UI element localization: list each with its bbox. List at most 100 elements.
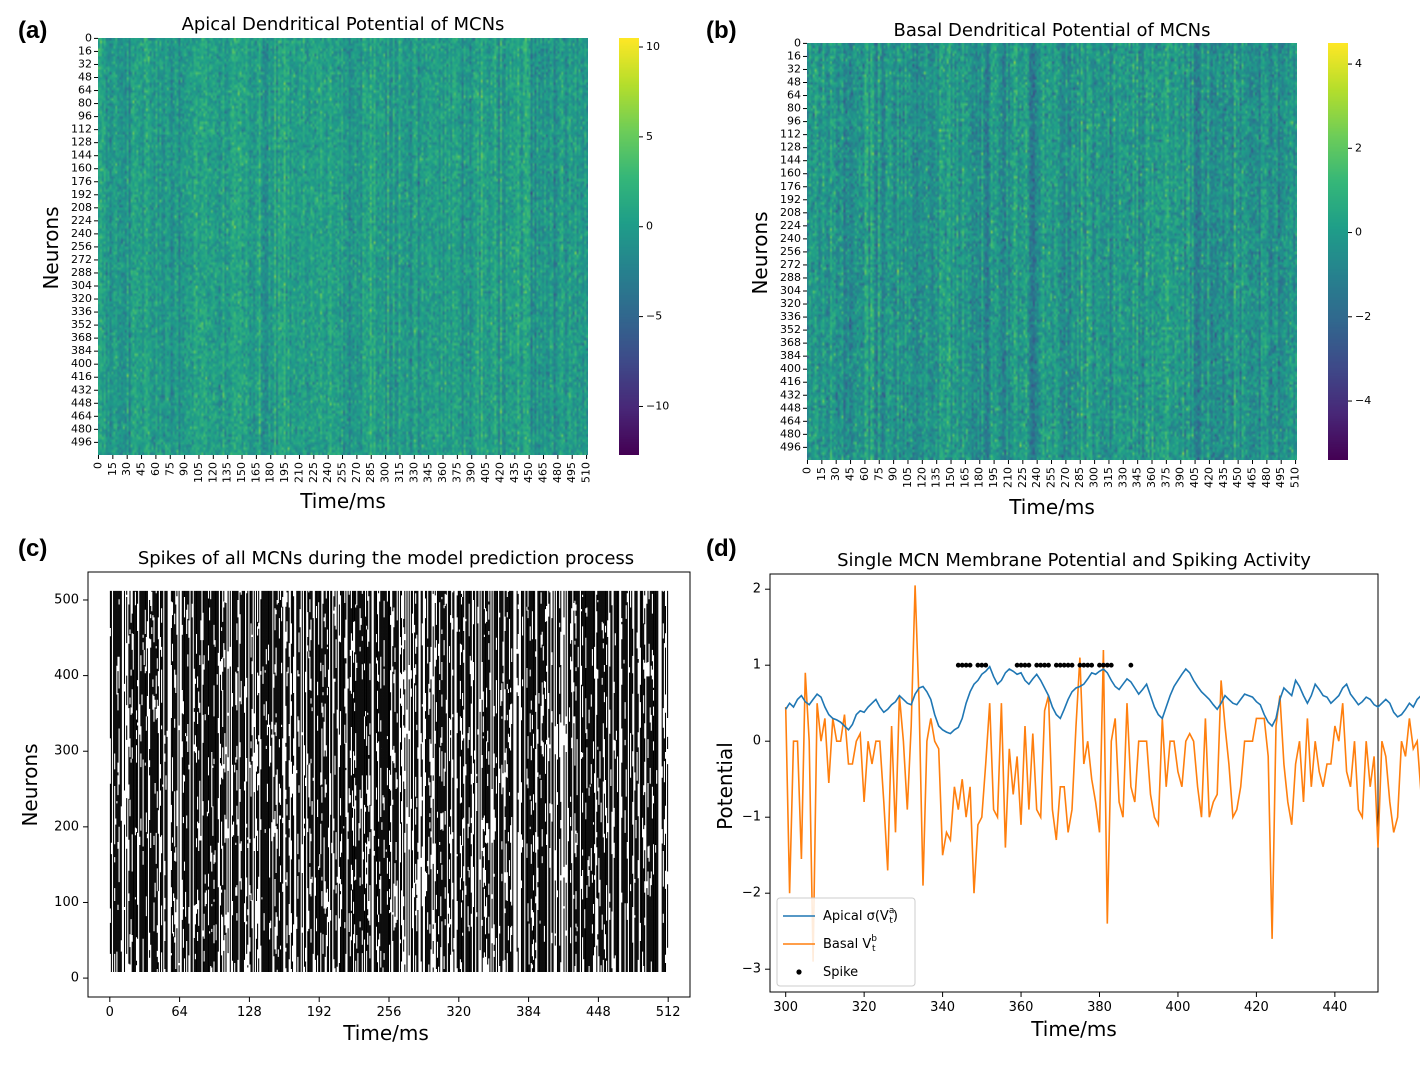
chart-b-xtick-label: 510 bbox=[1289, 467, 1302, 488]
chart-b-xtick-label: 495 bbox=[1274, 467, 1287, 488]
chart-c-xtick-label: 256 bbox=[377, 1005, 402, 1020]
chart-a-ytick-label: 432 bbox=[71, 383, 92, 396]
chart-d-series-apical bbox=[785, 665, 1420, 735]
chart-a-xtick-label: 180 bbox=[264, 462, 277, 483]
chart-d-legend-box bbox=[776, 897, 916, 987]
chart-d-spike-point bbox=[1026, 662, 1032, 668]
chart-d-xtick-label: 420 bbox=[1244, 1000, 1269, 1015]
chart-a-xtick-label: 90 bbox=[178, 462, 191, 476]
chart-d-spike-point bbox=[1014, 662, 1020, 668]
chart-d-spike-point bbox=[983, 662, 989, 668]
chart-b-xtick-label: 255 bbox=[1045, 467, 1058, 488]
chart-b-xtick-label: 435 bbox=[1217, 467, 1230, 488]
chart-b-ytick-label: 352 bbox=[780, 323, 801, 336]
chart-d-ytick-label: 1 bbox=[753, 658, 761, 673]
chart-d-xtick-label: 400 bbox=[1166, 1000, 1191, 1015]
chart-c-xtick-label: 128 bbox=[237, 1005, 262, 1020]
chart-c-ytick-label: 400 bbox=[54, 668, 79, 683]
chart-d-ytick-label: −2 bbox=[742, 886, 761, 901]
chart-b-cbar-tick-label: 0 bbox=[1355, 226, 1362, 239]
chart-a-xtick-label: 210 bbox=[292, 462, 305, 483]
chart-a-title: Apical Dendritical Potential of MCNs bbox=[182, 14, 505, 35]
chart-b-ytick-label: 480 bbox=[780, 427, 801, 440]
chart-a-ytick-label: 416 bbox=[71, 370, 92, 383]
chart-a-ytick-label: 464 bbox=[71, 409, 92, 422]
chart-a-xtick-label: 360 bbox=[436, 462, 449, 483]
chart-d-spike-point bbox=[1022, 662, 1028, 668]
chart-a-xtick-label: 135 bbox=[221, 462, 234, 483]
chart-d-yticks: 2 1 0 −1 −2 −3 bbox=[742, 582, 770, 977]
chart-d-legend-spike-label: Spike bbox=[823, 965, 858, 980]
chart-a-xtick-label: 15 bbox=[106, 462, 119, 476]
chart-b-ytick-label: 416 bbox=[780, 375, 801, 388]
chart-a-xtick-label: 0 bbox=[91, 462, 104, 469]
chart-d-spike-point bbox=[955, 662, 961, 668]
chart-a-ytick-label: 224 bbox=[71, 214, 92, 227]
chart-b-title: Basal Dendritical Potential of MCNs bbox=[894, 20, 1211, 41]
chart-d-spike-point bbox=[1101, 662, 1106, 668]
chart-b: Basal Dendritical Potential of MCNs 0 15 3… bbox=[748, 20, 1371, 519]
chart-a-xtick-label: 405 bbox=[479, 462, 492, 483]
chart-a-ytick-label: 112 bbox=[71, 123, 92, 136]
chart-d-spike-point bbox=[1128, 662, 1134, 668]
chart-b-ytick-label: 224 bbox=[780, 219, 801, 232]
chart-b-xticks: 0 15 30 45 60 75 90 105 120 135 150 165 180 195 210 225… bbox=[800, 460, 1302, 488]
chart-a-xtick-label: 105 bbox=[192, 462, 205, 483]
chart-a-xtick-label: 60 bbox=[149, 462, 162, 476]
chart-a-ytick-label: 16 bbox=[78, 44, 92, 57]
chart-a-ytick-label: 96 bbox=[78, 110, 92, 123]
chart-b-xtick-label: 60 bbox=[858, 467, 871, 481]
chart-a-ylabel: Neurons bbox=[39, 206, 63, 289]
chart-a-xticks: 0 15 30 45 60 75 90 105 120 135 150 165 180 195 210 225… bbox=[91, 455, 593, 483]
chart-b-ytick-label: 96 bbox=[787, 115, 801, 128]
chart-d-spike-point bbox=[1018, 662, 1024, 668]
chart-d-spike-point bbox=[963, 662, 969, 668]
chart-a-xtick-label: 480 bbox=[551, 462, 564, 483]
chart-a-xtick-label: 270 bbox=[350, 462, 363, 483]
chart-a-ytick-label: 368 bbox=[71, 331, 92, 344]
chart-b-xtick-label: 30 bbox=[829, 467, 842, 481]
chart-d-xtick-label: 320 bbox=[852, 1000, 877, 1015]
chart-c-spike-marks bbox=[109, 590, 669, 972]
chart-c-raster bbox=[109, 590, 669, 972]
chart-d-legend-apical-label: Apical σ(Va t) bbox=[823, 906, 898, 926]
chart-a-xtick-label: 285 bbox=[364, 462, 377, 483]
chart-a-ytick-label: 256 bbox=[71, 240, 92, 253]
chart-b-xtick-label: 270 bbox=[1059, 467, 1072, 488]
chart-a-cbar-tick-label: 5 bbox=[646, 130, 653, 143]
chart-d-spike-point bbox=[967, 662, 973, 668]
chart-d-spike-point bbox=[1081, 662, 1087, 668]
chart-a-colorbar-gradient bbox=[619, 38, 639, 455]
chart-d-spike-point bbox=[1038, 662, 1044, 668]
chart-b-ytick-label: 128 bbox=[780, 141, 801, 154]
chart-d-legend-spike-marker bbox=[796, 969, 802, 975]
chart-a-xtick-label: 435 bbox=[508, 462, 521, 483]
chart-d-spike-point bbox=[1069, 662, 1075, 668]
chart-a-xtick-label: 255 bbox=[336, 462, 349, 483]
chart-b-cbar-tick-label: 4 bbox=[1355, 57, 1362, 70]
chart-d-ytick-label: 2 bbox=[753, 582, 761, 597]
chart-b-xtick-label: 195 bbox=[987, 467, 1000, 488]
chart-a-xtick-label: 240 bbox=[321, 462, 334, 483]
chart-a-xtick-label: 195 bbox=[278, 462, 291, 483]
chart-a-ytick-label: 272 bbox=[71, 253, 92, 266]
chart-b-xtick-label: 0 bbox=[800, 467, 813, 474]
chart-c-xticks: 0 64 128 192 256 320 384 448 512 bbox=[106, 997, 681, 1020]
chart-a-heatmap bbox=[98, 38, 588, 455]
chart-a-xtick-label: 150 bbox=[235, 462, 248, 483]
chart-b-ytick-label: 448 bbox=[780, 401, 801, 414]
chart-a-xlabel: Time/ms bbox=[299, 489, 386, 513]
chart-d-title: Single MCN Membrane Potential and Spikin… bbox=[837, 550, 1311, 571]
chart-a-xtick-label: 510 bbox=[580, 462, 593, 483]
chart-c-ytick-label: 500 bbox=[54, 592, 79, 607]
chart-b-xtick-label: 330 bbox=[1116, 467, 1129, 488]
chart-b-ytick-label: 192 bbox=[780, 193, 801, 206]
chart-d-spike-point bbox=[1104, 662, 1110, 668]
chart-b-xtick-label: 465 bbox=[1245, 467, 1258, 488]
chart-c-xtick-label: 320 bbox=[446, 1005, 471, 1020]
chart-d-spike-point bbox=[1065, 662, 1071, 668]
chart-b-ytick-label: 368 bbox=[780, 336, 801, 349]
chart-a-cbar-tick-label: −10 bbox=[646, 399, 669, 412]
chart-b-ytick-label: 256 bbox=[780, 245, 801, 258]
